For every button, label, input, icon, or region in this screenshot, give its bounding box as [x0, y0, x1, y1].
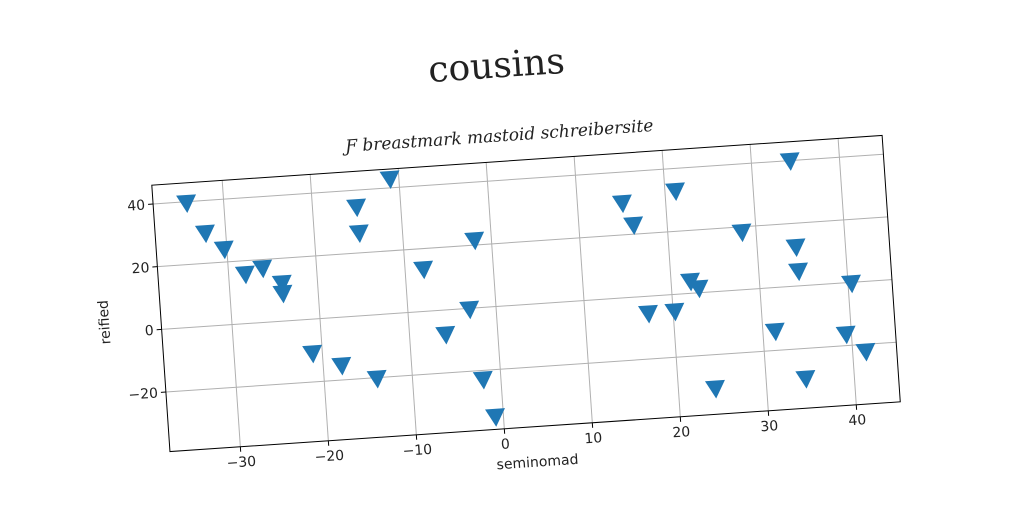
marker — [435, 325, 456, 345]
marker — [379, 170, 400, 190]
marker — [366, 369, 387, 389]
marker — [731, 223, 752, 243]
x-tick-label: 0 — [500, 436, 510, 453]
marker — [472, 370, 493, 390]
grid-line — [157, 216, 888, 268]
marker — [176, 194, 197, 213]
grid-line — [573, 156, 593, 423]
grid-line — [153, 153, 884, 205]
grid-line — [661, 150, 681, 417]
marker — [213, 240, 234, 260]
marker — [271, 274, 292, 294]
y-axis-label: reified — [96, 300, 115, 345]
grid-line — [221, 180, 241, 447]
marker — [764, 322, 785, 342]
marker — [464, 231, 485, 251]
rotated-chart: cousins Ƒ breastmark mastoid schreibersi… — [96, 41, 901, 474]
x-tick-label: 40 — [848, 412, 867, 429]
marker — [413, 260, 434, 280]
x-tick-label: −10 — [402, 442, 433, 460]
grid-line — [837, 138, 857, 405]
marker — [855, 342, 876, 362]
marker — [704, 379, 725, 399]
y-tick-label: 40 — [127, 198, 146, 215]
marker — [252, 259, 273, 279]
chart-title: cousins — [427, 41, 566, 91]
marker — [346, 198, 367, 218]
marker — [302, 344, 323, 364]
x-tick-label: 30 — [760, 418, 779, 435]
marker — [785, 238, 806, 258]
marker — [795, 369, 816, 389]
marker — [234, 265, 255, 285]
x-tick-label: 20 — [672, 424, 691, 441]
y-tick-label: −20 — [128, 386, 159, 404]
marker — [841, 274, 861, 294]
marker — [788, 262, 808, 282]
marker — [331, 356, 352, 376]
marker — [272, 284, 293, 304]
marker — [688, 279, 709, 299]
plot-frame — [151, 134, 901, 453]
marker — [664, 302, 685, 322]
marker — [194, 224, 215, 244]
grid-line — [749, 144, 769, 411]
y-tick-label: 0 — [144, 323, 154, 340]
x-tick-label: −30 — [226, 454, 257, 472]
marker — [637, 304, 658, 324]
x-tick-label: −20 — [314, 448, 345, 466]
x-tick-label: 10 — [584, 430, 603, 447]
grid-line — [161, 279, 892, 330]
grid-line — [485, 162, 505, 429]
x-axis-label: seminomad — [496, 452, 579, 474]
marker — [348, 224, 369, 244]
marker — [779, 152, 800, 171]
grid-line — [165, 341, 897, 393]
marker — [664, 182, 685, 202]
marker — [485, 408, 505, 427]
marker — [459, 300, 480, 320]
marker — [835, 325, 856, 345]
marker — [623, 216, 644, 236]
y-tick-label: 20 — [131, 260, 150, 277]
marker — [611, 194, 632, 214]
grid-line — [397, 168, 417, 435]
grid-line — [309, 174, 329, 441]
